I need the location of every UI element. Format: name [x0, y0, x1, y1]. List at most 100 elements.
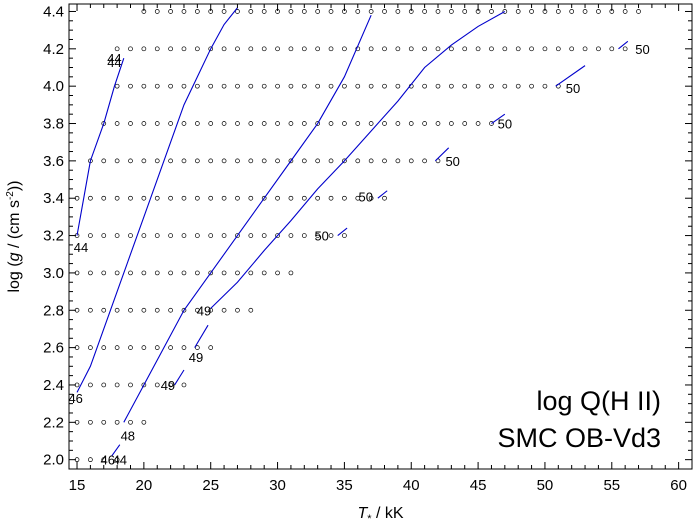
grid-point — [101, 121, 107, 126]
contour-label: 44 — [107, 51, 121, 66]
grid-point — [88, 195, 93, 201]
grid-point — [208, 158, 214, 164]
grid-point — [449, 121, 454, 126]
grid-point — [342, 46, 347, 52]
grid-point — [275, 195, 280, 201]
grid-point — [475, 121, 481, 126]
grid-point — [395, 121, 401, 126]
axis-ticks — [69, 4, 693, 470]
grid-point — [128, 419, 133, 425]
grid-point — [422, 83, 427, 89]
grid-point — [101, 158, 107, 164]
grid-point — [261, 195, 267, 201]
corner-title-model: SMC OB-Vd3 — [497, 423, 661, 453]
grid-point — [355, 9, 361, 14]
grid-point — [168, 121, 173, 126]
grid-point — [168, 233, 173, 238]
grid-point — [181, 233, 187, 238]
grid-point — [301, 9, 307, 14]
grid-point — [181, 307, 187, 313]
grid-point — [248, 83, 254, 89]
grid-point — [114, 195, 120, 201]
grid-point — [288, 233, 294, 238]
grid-point — [128, 307, 133, 313]
grid-point — [101, 195, 107, 201]
grid-point — [128, 233, 133, 238]
grid-point — [88, 382, 93, 388]
contour-line — [555, 65, 586, 87]
grid-point — [489, 121, 494, 126]
grid-point — [221, 270, 227, 276]
y-tick-label: 4.0 — [43, 78, 64, 95]
grid-point — [355, 158, 361, 164]
y-tick-label: 4.4 — [43, 3, 64, 20]
grid-point — [315, 83, 321, 89]
contour-label: 46 — [101, 453, 115, 468]
grid-point — [235, 158, 240, 164]
grid-point — [529, 83, 534, 89]
grid-point — [194, 121, 200, 126]
grid-point — [114, 457, 120, 463]
grid-point — [582, 9, 588, 14]
grid-point — [462, 9, 468, 14]
grid-point — [181, 158, 187, 164]
grid-point — [315, 195, 321, 201]
grid-point — [368, 158, 374, 164]
x-tick-label: 40 — [403, 477, 420, 494]
grid-point — [489, 46, 494, 52]
grid-point — [275, 233, 280, 238]
grid-point — [128, 83, 133, 89]
grid-point — [168, 345, 173, 350]
grid-point — [542, 83, 548, 89]
contour-label: 44 — [113, 453, 127, 468]
grid-point — [301, 158, 307, 164]
grid-point — [408, 158, 414, 164]
grid-point — [382, 83, 387, 89]
grid-point — [395, 83, 401, 89]
grid-point — [194, 270, 200, 276]
x-axis-title: T* / kK — [357, 505, 403, 524]
contour-line — [434, 147, 450, 162]
grid-point — [114, 345, 120, 350]
contour-line — [123, 14, 372, 423]
grid-point — [141, 195, 147, 201]
grid-point — [194, 83, 200, 89]
x-tick-label: 25 — [202, 477, 219, 494]
grid-point — [395, 46, 401, 52]
grid-point — [622, 46, 628, 52]
grid-point — [194, 233, 200, 238]
y-tick-label: 3.8 — [43, 116, 64, 133]
grid-point — [248, 233, 254, 238]
contour-line — [111, 444, 121, 457]
grid-point — [221, 307, 227, 313]
grid-point — [235, 270, 240, 276]
y-tick-label: 2.2 — [43, 414, 64, 431]
y-tick-label: 3.6 — [43, 153, 64, 170]
grid-point — [208, 121, 214, 126]
grid-point — [128, 382, 133, 388]
grid-point — [395, 158, 401, 164]
grid-point — [529, 46, 534, 52]
grid-point — [181, 83, 187, 89]
grid-point — [181, 270, 187, 276]
grid-point — [128, 158, 133, 164]
x-tick-label: 60 — [670, 477, 687, 494]
y-tick-label: 3.4 — [43, 190, 64, 207]
y-axis-exponent: -2 — [5, 191, 16, 200]
y-tick-label: 2.8 — [43, 302, 64, 319]
grid-point — [128, 195, 133, 201]
grid-point — [141, 83, 147, 89]
grid-point — [154, 121, 160, 126]
grid-point — [382, 46, 387, 52]
grid-point — [328, 83, 334, 89]
x-axis-symbol: T — [357, 505, 368, 522]
grid-point — [275, 158, 280, 164]
contour-line — [377, 190, 388, 199]
grid-point — [275, 121, 280, 126]
contour-line — [174, 369, 185, 386]
contour-line — [337, 227, 348, 236]
grid-point — [315, 9, 321, 14]
grid-point — [328, 121, 334, 126]
grid-point — [502, 46, 508, 52]
